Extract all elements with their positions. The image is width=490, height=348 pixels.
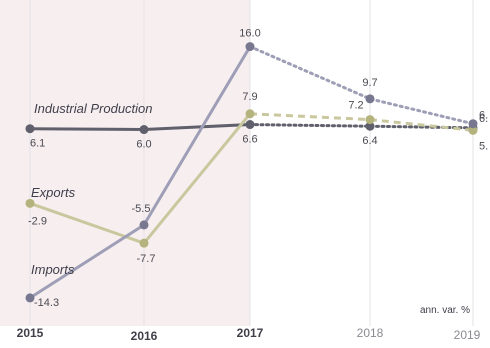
- marker-exports-2015: [25, 198, 35, 208]
- marker-imports-2017: [245, 42, 255, 52]
- marker-industrial-production-2015: [25, 124, 35, 134]
- shaded-history-region: [0, 0, 250, 326]
- marker-industrial-production-2017: [245, 120, 255, 130]
- x-axis-layer: 2015 2016 2017 2018 2019: [17, 326, 481, 343]
- x-tick-label-2016: 2016: [131, 329, 158, 343]
- data-label-imports-2017: 16.0: [239, 28, 260, 40]
- data-label-industrial-production-2019: 6.: [479, 113, 488, 125]
- data-label-industrial-production-2015: 6.1: [30, 138, 45, 150]
- series-markers-layer: [25, 42, 478, 303]
- series-label-industrial-production: Industrial Production: [34, 101, 153, 116]
- data-label-exports-2018: 7.2: [348, 100, 363, 112]
- marker-exports-2016: [139, 238, 149, 248]
- marker-industrial-production-2016: [139, 125, 149, 135]
- series-line-industrial-production-forecast: [248, 123, 475, 130]
- marker-exports-2017: [245, 109, 255, 119]
- marker-industrial-production-2018: [365, 121, 375, 131]
- background-layer: [0, 0, 250, 326]
- data-label-imports-2018: 9.7: [362, 77, 377, 89]
- data-label-imports-2015: -14.3: [34, 297, 59, 309]
- series-label-exports: Exports: [31, 185, 76, 200]
- data-label-exports-2017: 7.9: [242, 91, 257, 103]
- data-label-industrial-production-2018: 6.4: [362, 135, 377, 147]
- data-label-exports-2019: 5.: [479, 140, 488, 152]
- x-tick-label-2017: 2017: [237, 326, 264, 340]
- gridlines-layer: [29, 0, 474, 326]
- x-tick-label-2015: 2015: [17, 326, 44, 340]
- marker-exports-2019: [468, 125, 478, 135]
- data-label-industrial-production-2017: 6.6: [242, 134, 257, 146]
- marker-imports-2019: [468, 119, 478, 129]
- data-label-exports-2015: -2.9: [28, 215, 47, 227]
- marker-imports-2015: [25, 293, 35, 303]
- data-labels-layer: 6.1 6.0 6.6 6.4 6. -2.9 -7.7 7.9 7.2 5. -14.3 -5.5 1…: [28, 28, 488, 309]
- data-label-industrial-production-2016: 6.0: [136, 139, 151, 151]
- marker-imports-2016: [139, 220, 149, 230]
- series-label-imports: Imports: [31, 262, 75, 277]
- marker-imports-2018: [365, 94, 375, 104]
- marker-exports-2018: [365, 115, 375, 125]
- data-label-imports-2019: 6.: [479, 110, 488, 122]
- data-label-imports-2016: -5.5: [132, 203, 151, 215]
- unit-label: ann. var. %: [420, 305, 470, 316]
- x-tick-label-2019: 2019: [454, 328, 481, 342]
- data-label-exports-2016: -7.7: [137, 253, 156, 265]
- x-tick-label-2018: 2018: [357, 326, 384, 340]
